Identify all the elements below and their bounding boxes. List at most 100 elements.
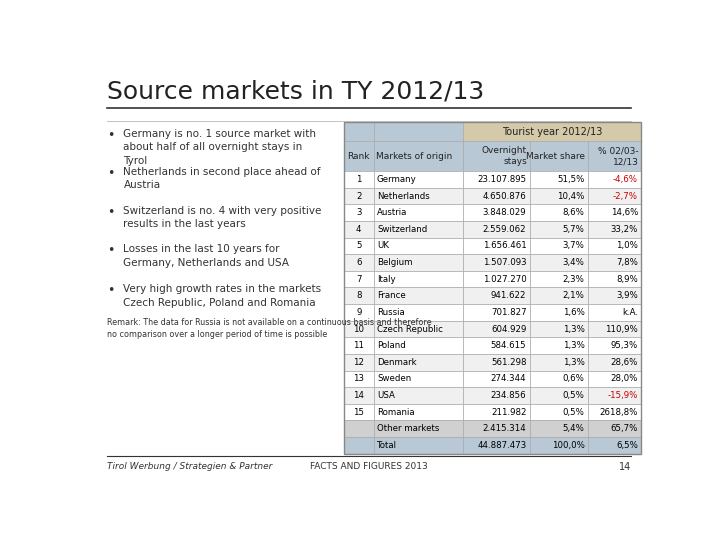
Text: 584.615: 584.615 [491,341,526,350]
Bar [344,221,374,238]
Bar [463,404,530,420]
Bar [374,141,463,171]
Text: Rank: Rank [348,152,370,161]
Bar [374,354,463,370]
Text: 2,3%: 2,3% [562,275,585,284]
Bar [374,437,463,454]
Text: 28,6%: 28,6% [611,357,638,367]
Text: Czech Republic: Czech Republic [377,325,443,334]
Text: 7: 7 [356,275,361,284]
Text: 2,1%: 2,1% [562,291,585,300]
Bar [344,271,374,287]
Bar [374,338,463,354]
Bar [463,304,530,321]
Text: 5,4%: 5,4% [562,424,585,433]
Text: -4,6%: -4,6% [613,175,638,184]
Bar [463,387,530,404]
Bar [463,221,530,238]
Text: 5,7%: 5,7% [562,225,585,234]
Text: 1,3%: 1,3% [562,357,585,367]
Text: Denmark: Denmark [377,357,417,367]
Text: •: • [107,285,114,298]
Bar [530,387,588,404]
Bar [530,221,588,238]
Bar [463,321,530,338]
Text: Tourist year 2012/13: Tourist year 2012/13 [502,127,602,137]
Text: 1,3%: 1,3% [562,341,585,350]
Text: 95,3%: 95,3% [611,341,638,350]
Bar [588,404,642,420]
Text: 7,8%: 7,8% [616,258,638,267]
Text: 8: 8 [356,291,361,300]
Text: Russia: Russia [377,308,405,317]
Text: 1.656.461: 1.656.461 [482,241,526,251]
Text: 51,5%: 51,5% [557,175,585,184]
Bar [374,205,463,221]
Bar [344,338,374,354]
Text: Netherlands in second place ahead of
Austria: Netherlands in second place ahead of Aus… [124,167,321,190]
Text: 15: 15 [354,408,364,416]
Text: 0,5%: 0,5% [562,408,585,416]
Text: Remark: The data for Russia is not available on a continuous basis and therefore: Remark: The data for Russia is not avail… [107,319,431,339]
Bar [374,287,463,304]
Bar [374,188,463,205]
Text: 941.622: 941.622 [491,291,526,300]
Bar [463,205,530,221]
Text: Very high growth rates in the markets
Czech Republic, Poland and Romania: Very high growth rates in the markets Cz… [124,285,322,308]
Bar [463,287,530,304]
Bar [530,188,588,205]
Bar [588,370,642,387]
Text: Losses in the last 10 years for
Germany, Netherlands and USA: Losses in the last 10 years for Germany,… [124,245,289,268]
Bar [344,304,374,321]
Text: 2: 2 [356,192,361,201]
Text: 561.298: 561.298 [491,357,526,367]
Bar [374,404,463,420]
Text: Total: Total [377,441,397,450]
Text: 110,9%: 110,9% [606,325,638,334]
Bar [463,338,530,354]
Bar [463,171,530,188]
Bar [344,287,374,304]
Bar [463,122,642,141]
Text: % 02/03-
12/13: % 02/03- 12/13 [598,146,639,166]
Bar [530,287,588,304]
Text: 1: 1 [356,175,361,184]
Bar [588,188,642,205]
Bar [344,171,374,188]
Bar [588,254,642,271]
Bar [588,171,642,188]
Bar [374,321,463,338]
Bar [344,437,374,454]
Bar [530,338,588,354]
Text: 2.559.062: 2.559.062 [483,225,526,234]
Bar [344,321,374,338]
Bar [588,321,642,338]
Text: Netherlands: Netherlands [377,192,430,201]
Text: 33,2%: 33,2% [611,225,638,234]
Text: 14: 14 [619,462,631,472]
Text: 1,3%: 1,3% [562,325,585,334]
Bar [530,254,588,271]
Text: Overnight
stays: Overnight stays [482,146,527,166]
Text: 44.887.473: 44.887.473 [477,441,526,450]
Bar [463,420,530,437]
Text: USA: USA [377,391,395,400]
Text: 1,0%: 1,0% [616,241,638,251]
Bar [374,254,463,271]
Text: 274.344: 274.344 [491,374,526,383]
Bar [588,271,642,287]
Text: 100,0%: 100,0% [552,441,585,450]
Bar [463,188,530,205]
Bar [463,370,530,387]
Text: UK: UK [377,241,389,251]
Text: 1.027.270: 1.027.270 [482,275,526,284]
Text: 3,4%: 3,4% [562,258,585,267]
Text: •: • [107,129,114,142]
Text: Sweden: Sweden [377,374,411,383]
Bar [374,238,463,254]
Bar [344,404,374,420]
Text: Other markets: Other markets [377,424,439,433]
Bar [588,238,642,254]
Text: 1,6%: 1,6% [562,308,585,317]
Text: Germany: Germany [377,175,417,184]
